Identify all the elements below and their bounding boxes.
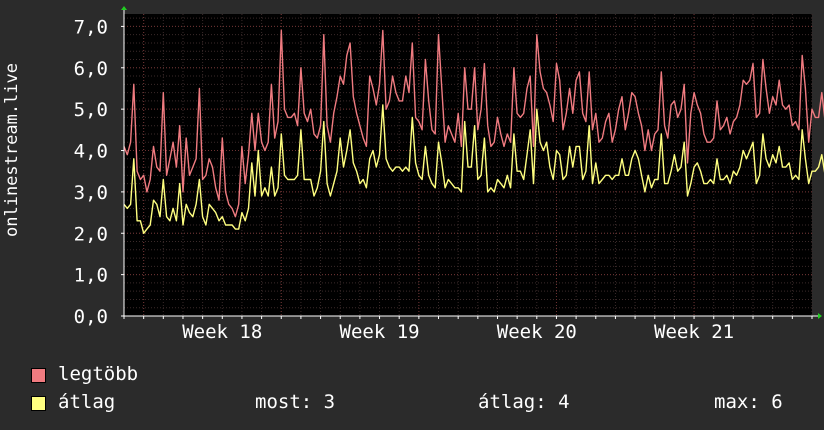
stat-max: max: 6 [714, 391, 783, 413]
y-tick-label: 2,0 [74, 223, 108, 245]
y-tick-label: 0,0 [74, 306, 108, 328]
y-axis-label: onlinestream.live [2, 63, 22, 237]
x-tick-label: Week 18 [182, 321, 262, 343]
y-tick-label: 6,0 [74, 58, 108, 80]
x-tick-label: Week 21 [654, 321, 734, 343]
series-layer [123, 29, 824, 235]
legend-swatch-max [31, 368, 46, 383]
stat-max-label: max: [714, 391, 760, 413]
y-axis-arrow-icon [121, 6, 127, 10]
series-line-avg [123, 104, 824, 235]
major-grid [124, 14, 812, 316]
y-tick-label: 1,0 [74, 265, 108, 287]
legend-label-avg: átlag [58, 391, 116, 413]
stat-max-value: 6 [771, 391, 783, 413]
x-axis-arrow-icon [818, 313, 822, 319]
legend-swatch-avg [31, 396, 46, 411]
y-tick-label: 7,0 [74, 16, 108, 38]
legend-label-max: legtöbb [58, 363, 139, 385]
x-tick-label: Week 20 [497, 321, 577, 343]
y-tick-label: 5,0 [74, 99, 108, 121]
series-line-max [123, 29, 824, 218]
y-tick-label: 4,0 [74, 141, 108, 163]
stat-current-value: 3 [323, 391, 336, 413]
y-tick-labels: 0,0 1,0 2,0 3,0 4,0 5,0 6,0 7,0 [74, 16, 108, 328]
stat-average-value: 4 [558, 391, 570, 413]
stat-average: átlag: 4 [478, 391, 570, 413]
axes-layer [121, 6, 822, 319]
y-tick-label: 3,0 [74, 182, 108, 204]
x-tick-labels: Week 18 Week 19 Week 20 Week 21 [182, 321, 734, 343]
stat-average-label: átlag: [478, 391, 547, 413]
stat-current-label: most: [255, 391, 313, 413]
stat-current: most: 3 [255, 391, 335, 413]
x-tick-label: Week 19 [340, 321, 420, 343]
